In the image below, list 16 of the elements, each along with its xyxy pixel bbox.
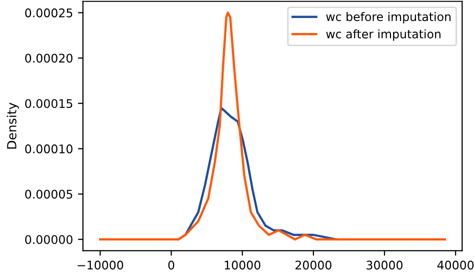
y-tick-label: 0.00010: [25, 144, 72, 154]
x-tick-label: 30000: [366, 260, 402, 270]
y-tick-label: 0.00015: [25, 99, 72, 108]
y-tick-label: 0.00020: [25, 54, 72, 63]
legend-label: wc after imputation: [326, 29, 440, 41]
x-tick-label: 20000: [296, 260, 332, 270]
x-tick-label: 0: [168, 260, 174, 270]
legend-label: wc before imputation: [326, 12, 451, 24]
x-tick-label: −10000: [78, 260, 124, 270]
y-tick-label: 0.00000: [25, 235, 72, 244]
y-axis-title: Density: [6, 102, 19, 149]
x-tick-label: 40000: [437, 260, 474, 270]
y-tick-label: 0.00005: [25, 190, 72, 199]
x-tick-label: 10000: [224, 260, 260, 270]
y-tick-label: 0.00025: [25, 8, 72, 18]
line-series: [177, 106, 338, 240]
